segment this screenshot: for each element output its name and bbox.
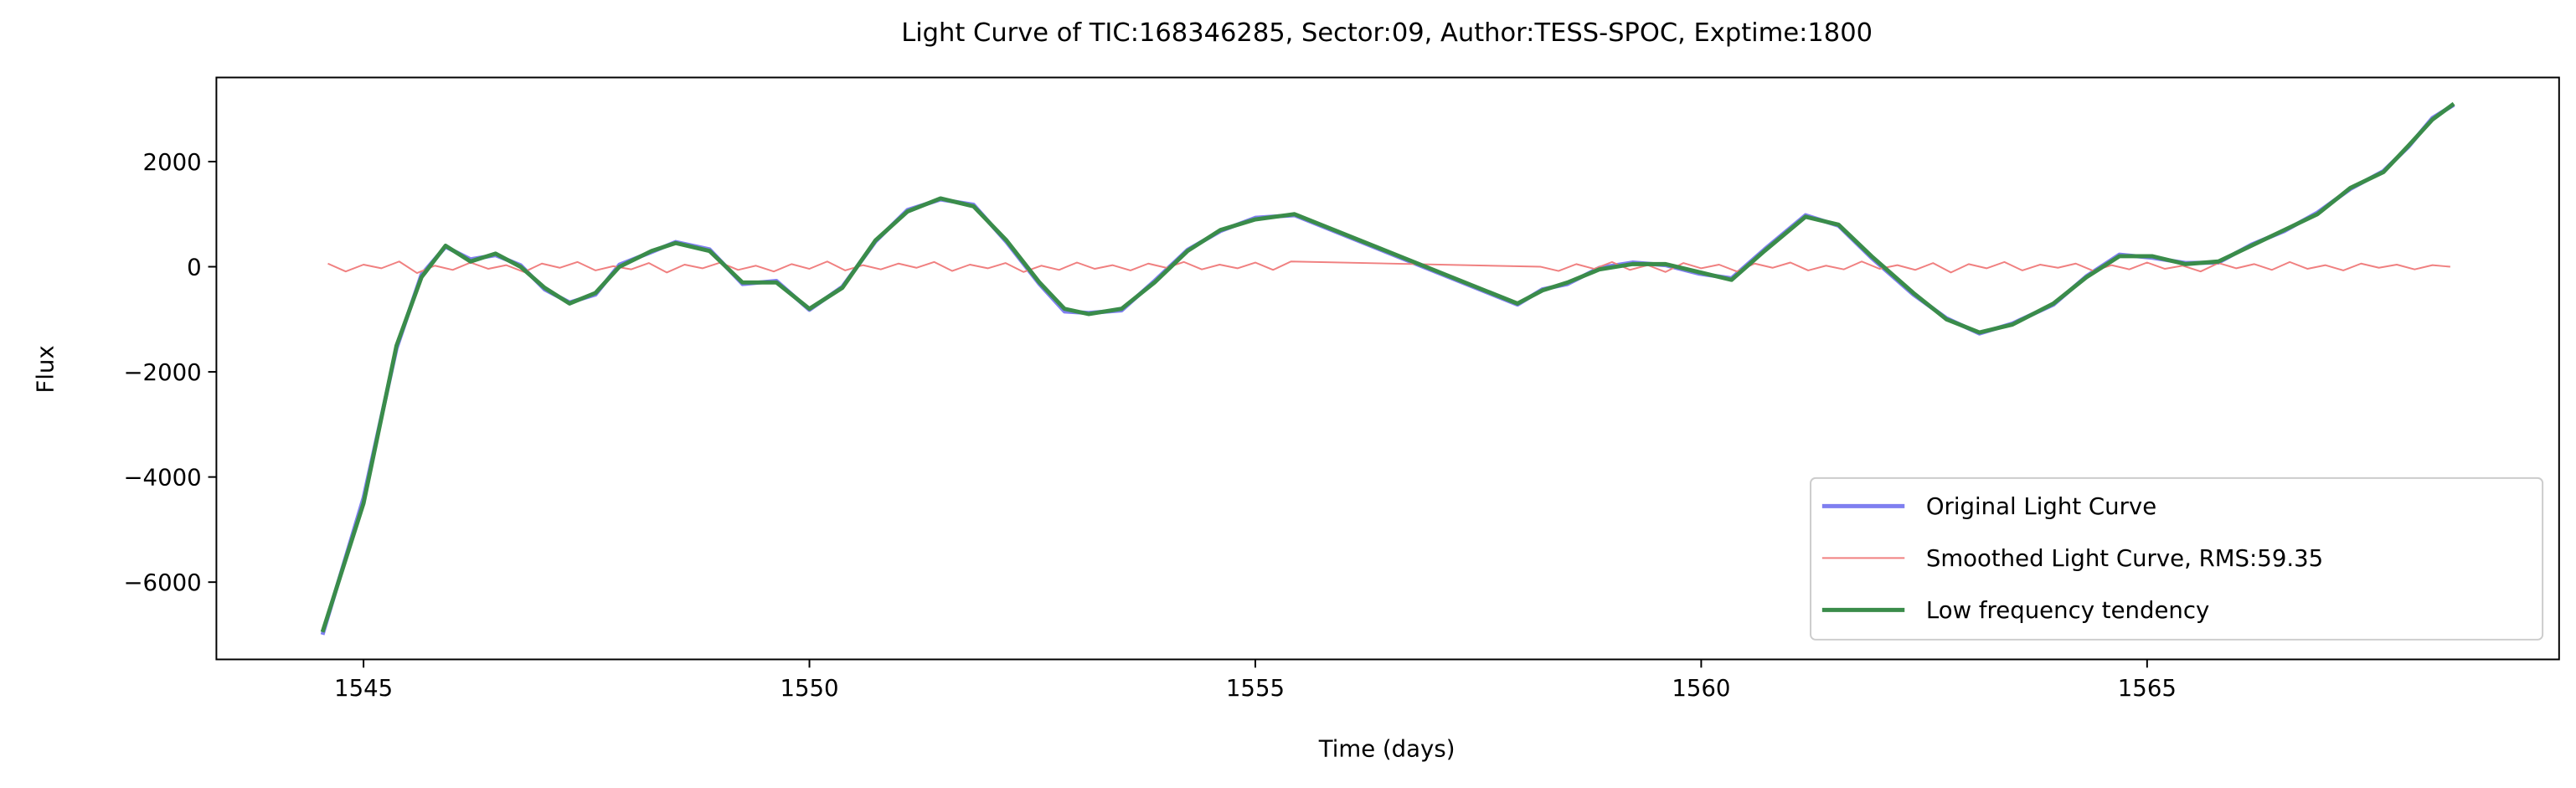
y-axis-label: Flux [33,345,59,393]
y-tick-label: −6000 [123,569,201,596]
x-tick-label: 1555 [1226,675,1285,702]
y-tick-label: −2000 [123,359,201,386]
y-tick-label: 0 [187,254,202,281]
x-tick-label: 1550 [780,675,838,702]
x-axis-label: Time (days) [1318,736,1455,763]
axes-frame [215,76,2560,661]
series-line [327,260,2450,275]
chart-title: Light Curve of TIC:168346285, Sector:09,… [901,18,1873,48]
x-tick-label: 1560 [1672,675,1730,702]
legend-box [1810,476,2544,641]
legend-label: Low frequency tendency [1926,597,2209,624]
legend: Original Light Curve Smoothed Light Curve… [1810,476,2544,641]
legend-label: Original Light Curve [1926,493,2156,520]
y-tick-label: 2000 [143,149,202,176]
plot-area [320,101,2455,636]
legend-label: Smoothed Light Curve, RMS:59.35 [1926,545,2323,572]
x-tick-label: 1545 [334,675,393,702]
x-tick-label: 1565 [2118,675,2177,702]
y-tick-label: −4000 [123,464,201,491]
series-line [320,101,2455,633]
